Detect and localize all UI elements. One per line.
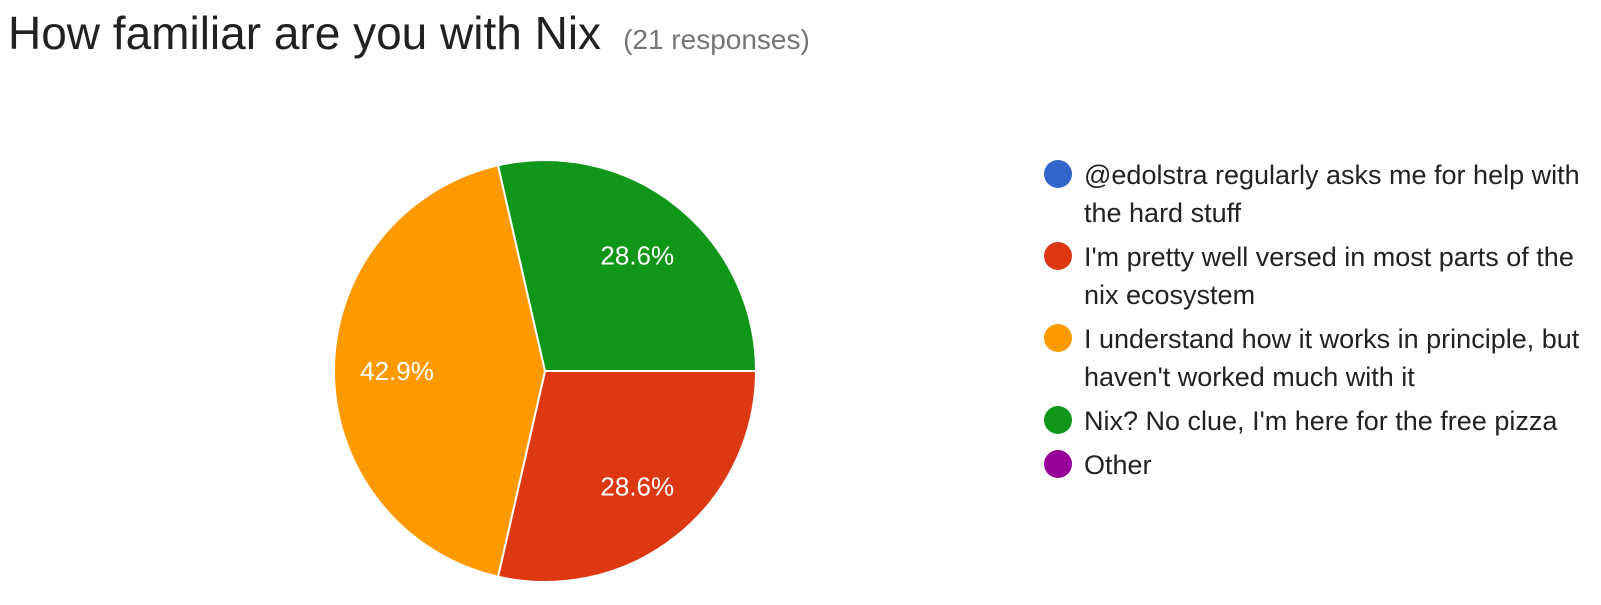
- legend-swatch: [1044, 160, 1072, 188]
- legend-item[interactable]: I understand how it works in principle, …: [1044, 320, 1584, 396]
- slice-percent-label: 28.6%: [600, 472, 674, 502]
- legend-item[interactable]: Nix? No clue, I'm here for the free pizz…: [1044, 402, 1584, 440]
- legend-swatch: [1044, 450, 1072, 478]
- legend-item[interactable]: I'm pretty well versed in most parts of …: [1044, 238, 1584, 314]
- legend-label: Nix? No clue, I'm here for the free pizz…: [1084, 406, 1558, 436]
- chart-legend: @edolstra regularly asks me for help wit…: [1044, 156, 1584, 490]
- legend-label: I'm pretty well versed in most parts of …: [1084, 242, 1574, 310]
- chart-header: How familiar are you with Nix (21 respon…: [8, 6, 810, 60]
- legend-swatch: [1044, 242, 1072, 270]
- legend-swatch: [1044, 406, 1072, 434]
- chart-title: How familiar are you with Nix: [8, 7, 602, 59]
- legend-item[interactable]: @edolstra regularly asks me for help wit…: [1044, 156, 1584, 232]
- legend-item[interactable]: Other: [1044, 446, 1584, 484]
- pie-slice[interactable]: [496, 370, 758, 583]
- response-count: (21 responses): [623, 24, 810, 55]
- slice-percent-label: 42.9%: [360, 356, 434, 386]
- legend-label: Other: [1084, 450, 1152, 480]
- legend-label: I understand how it works in principle, …: [1084, 324, 1580, 392]
- slice-percent-label: 28.6%: [600, 240, 674, 270]
- legend-label: @edolstra regularly asks me for help wit…: [1084, 160, 1580, 228]
- legend-swatch: [1044, 324, 1072, 352]
- pie-slice[interactable]: [496, 159, 758, 372]
- pie-slice[interactable]: [333, 164, 547, 578]
